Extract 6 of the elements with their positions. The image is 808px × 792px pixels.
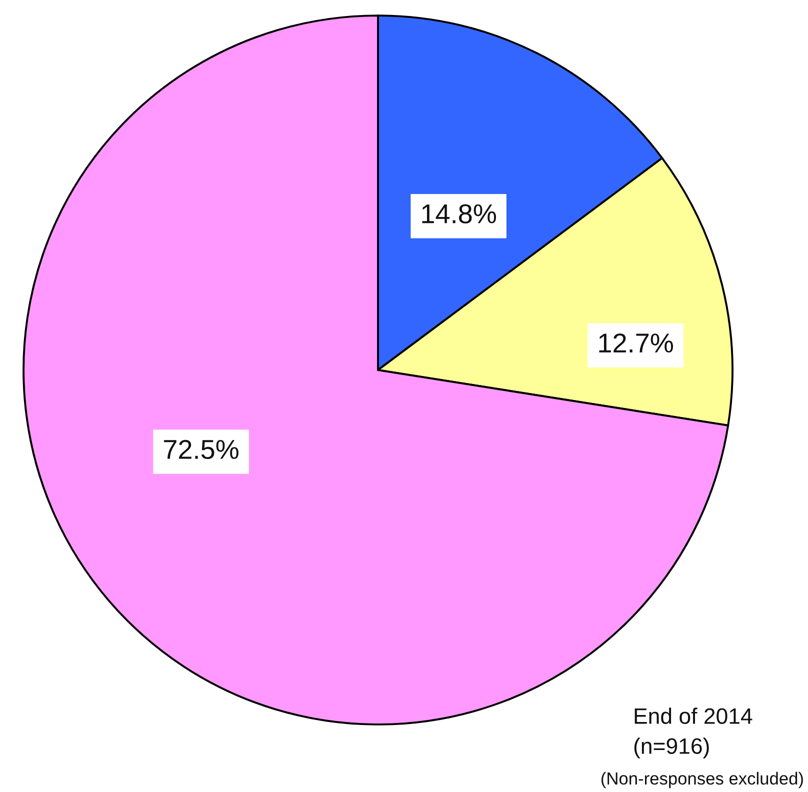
data-label: 72.5%	[164, 440, 238, 460]
text: (Non-responses excluded)	[601, 772, 803, 788]
data-label: 12.7%	[599, 333, 674, 353]
text: (n=916)	[634, 738, 709, 758]
text: End of 2014	[634, 708, 752, 724]
data-label: 14.8%	[422, 204, 496, 224]
